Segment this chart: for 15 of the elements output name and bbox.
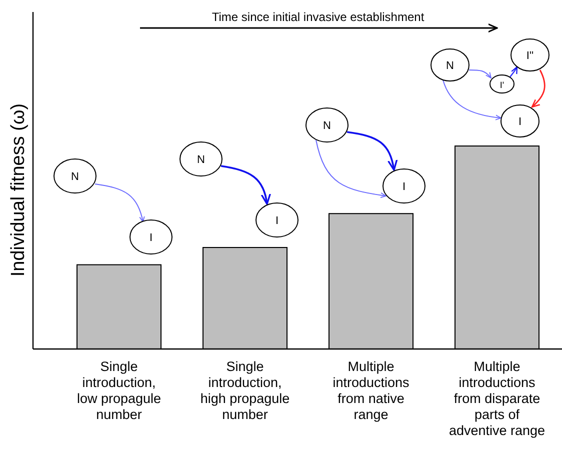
node-diagram: N I — [180, 142, 298, 238]
annotation: N — [197, 154, 206, 166]
annotation: N — [71, 171, 80, 183]
node-diagram: N I' I'' I — [430, 38, 550, 138]
node-diagram: N I — [306, 108, 426, 204]
annotation: I — [402, 181, 406, 193]
x-tick-label: Multiple introductions from native range — [332, 359, 410, 422]
node-diagram: N I — [54, 158, 172, 254]
y-axis-title: Individual fitness (ω) — [8, 103, 29, 277]
text: Time since initial invasive establishment — [212, 10, 425, 24]
annotation: I — [149, 232, 153, 244]
x-tick-label: Multiple introductions from disparate parts of adventive range — [448, 359, 546, 438]
annotation: I — [275, 215, 279, 227]
x-tick-label: Single introduction, low propagule number — [76, 359, 162, 422]
x-tick-label: Single introduction, high propagule number — [200, 359, 290, 422]
